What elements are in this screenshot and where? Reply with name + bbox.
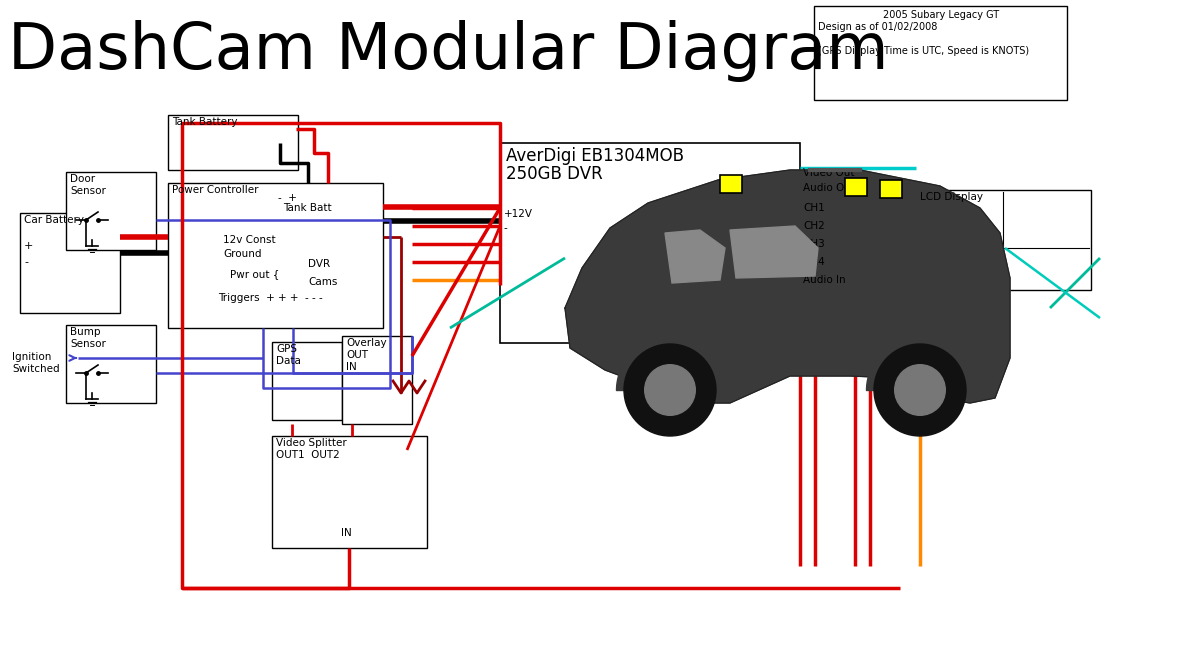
Text: Sensor: Sensor: [70, 339, 106, 349]
Circle shape: [645, 365, 695, 415]
Text: AverDigi EB1304MOB: AverDigi EB1304MOB: [506, 147, 685, 165]
Text: Pwr out {: Pwr out {: [230, 269, 279, 279]
Text: IN: IN: [346, 362, 357, 372]
Bar: [721, 175, 742, 193]
Text: LCD Display: LCD Display: [920, 192, 983, 202]
Text: Car Battery: Car Battery: [24, 215, 84, 225]
Polygon shape: [565, 170, 1011, 403]
Text: Audio In: Audio In: [802, 275, 846, 285]
Bar: [915, 190, 1091, 290]
Text: OUT: OUT: [346, 350, 368, 360]
Text: GPS: GPS: [275, 344, 297, 354]
Text: Design as of 01/02/2008: Design as of 01/02/2008: [818, 23, 938, 32]
Text: Cams: Cams: [308, 277, 337, 287]
Circle shape: [624, 344, 716, 436]
Text: Overlay: Overlay: [346, 338, 386, 348]
Text: Door: Door: [70, 174, 95, 184]
Text: Tank Battery: Tank Battery: [172, 117, 237, 127]
Text: Triggers  + + +  - - -: Triggers + + + - - -: [218, 293, 322, 303]
Text: +12V: +12V: [504, 209, 533, 219]
Text: Video Splitter: Video Splitter: [275, 438, 346, 448]
Bar: [168, 115, 298, 170]
Text: Data: Data: [275, 356, 301, 366]
Text: Bump: Bump: [70, 327, 101, 337]
Bar: [342, 336, 411, 424]
Text: Sensor: Sensor: [70, 186, 106, 196]
Text: CH2: CH2: [802, 221, 825, 231]
Text: (GPS Display Time is UTC, Speed is KNOTS): (GPS Display Time is UTC, Speed is KNOTS…: [818, 47, 1030, 56]
Text: DashCam Modular Diagram: DashCam Modular Diagram: [8, 20, 889, 82]
Text: OUT1  OUT2: OUT1 OUT2: [275, 450, 339, 460]
Text: -: -: [24, 257, 28, 267]
Text: Power Controller: Power Controller: [172, 185, 259, 195]
Bar: [20, 213, 120, 313]
Bar: [272, 436, 427, 548]
Text: CH4: CH4: [802, 257, 825, 267]
Bar: [814, 6, 1067, 100]
Text: Video Out: Video Out: [802, 168, 854, 178]
Circle shape: [895, 365, 946, 415]
Bar: [272, 342, 342, 420]
Bar: [66, 172, 156, 250]
Circle shape: [875, 344, 966, 436]
Text: CH3: CH3: [802, 239, 825, 249]
Bar: [845, 178, 867, 196]
Text: -  +: - +: [278, 193, 297, 203]
Text: CH1: CH1: [802, 203, 825, 213]
Text: 12v Const: 12v Const: [223, 235, 275, 245]
Text: 250GB DVR: 250GB DVR: [506, 165, 603, 183]
Bar: [500, 143, 800, 343]
Text: +: +: [24, 241, 34, 251]
Bar: [168, 183, 383, 328]
Text: Tank Batt: Tank Batt: [283, 203, 332, 213]
Text: 2005 Subary Legacy GT: 2005 Subary Legacy GT: [883, 10, 998, 21]
Text: Audio Out: Audio Out: [802, 183, 855, 193]
Text: -: -: [504, 223, 508, 233]
Text: Ignition
Switched: Ignition Switched: [12, 352, 60, 374]
Bar: [66, 325, 156, 403]
Text: Ground: Ground: [223, 249, 261, 259]
Text: IN: IN: [340, 528, 351, 538]
Text: DVR: DVR: [308, 259, 330, 269]
Polygon shape: [665, 230, 725, 283]
Bar: [881, 180, 902, 198]
Polygon shape: [730, 226, 818, 278]
